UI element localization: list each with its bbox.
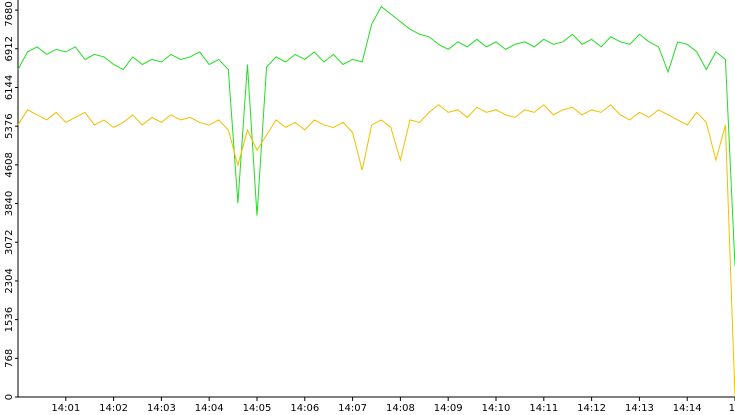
series-line xyxy=(17,5,735,267)
x-tick-label: 14:01 xyxy=(51,403,80,414)
x-tick-label: 14:09 xyxy=(434,403,463,414)
y-tick-label: 0 xyxy=(4,394,15,400)
x-tick-label: 14 xyxy=(729,403,735,414)
y-tick-label: 5376 xyxy=(4,113,15,138)
x-tick-label: 14:14 xyxy=(673,403,702,414)
x-tick-label: 14:06 xyxy=(290,403,319,414)
x-tick-label: 14:13 xyxy=(625,403,654,414)
y-tick-label: 7680 xyxy=(4,1,15,26)
x-tick-label: 14:03 xyxy=(147,403,176,414)
y-tick-label: 6912 xyxy=(4,36,15,61)
y-tick-label: 2304 xyxy=(4,268,15,293)
y-tick-label: 3072 xyxy=(4,230,15,255)
y-tick-label: 768 xyxy=(4,349,15,368)
y-tick-label: 6144 xyxy=(4,75,15,100)
x-tick-label: 14:08 xyxy=(386,403,415,414)
x-tick-label: 14:11 xyxy=(529,403,558,414)
y-tick-label: 3840 xyxy=(4,191,15,216)
y-tick-label: 1536 xyxy=(4,307,15,332)
x-tick-label: 14:12 xyxy=(577,403,606,414)
series-line xyxy=(17,104,735,398)
x-tick-label: 14:10 xyxy=(482,403,511,414)
x-tick-label: 14:05 xyxy=(243,403,272,414)
y-tick-label: 4608 xyxy=(4,152,15,177)
x-tick-label: 14:02 xyxy=(99,403,128,414)
x-tick-label: 14:07 xyxy=(338,403,367,414)
x-tick-label: 14:04 xyxy=(195,403,224,414)
